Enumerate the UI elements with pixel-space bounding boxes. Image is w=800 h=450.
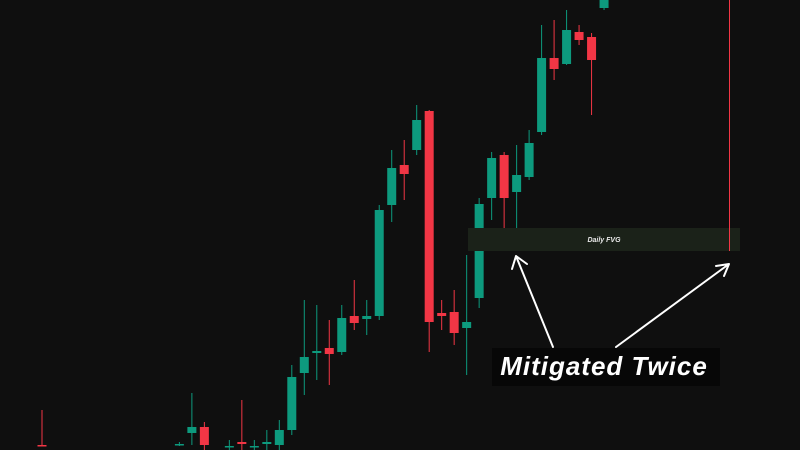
- candle-body: [399, 165, 409, 174]
- candle-body: [287, 377, 297, 430]
- candle-body: [487, 158, 497, 198]
- candle-body: [424, 111, 434, 322]
- candle-body: [562, 30, 572, 64]
- candle-body: [387, 168, 397, 205]
- candle-body: [349, 316, 359, 323]
- candle-body: [324, 348, 334, 354]
- candle-body: [362, 316, 372, 319]
- fvg-label: Daily FVG: [587, 237, 621, 244]
- candle-body: [587, 37, 597, 60]
- note-label: Mitigated Twice: [500, 351, 708, 381]
- fvg-zone: [468, 228, 740, 251]
- candle-body: [299, 357, 309, 373]
- candle-body: [374, 210, 384, 316]
- candle-body: [274, 430, 284, 445]
- candle-body: [437, 313, 447, 316]
- candle-body: [224, 446, 234, 448]
- candle-body: [337, 318, 347, 352]
- candles: [37, 0, 609, 450]
- arrows: [511, 255, 730, 348]
- candle-body: [524, 143, 534, 177]
- note-box: [492, 348, 720, 386]
- candle-body: [599, 0, 609, 8]
- candle-body: [237, 442, 247, 444]
- candle-body: [574, 32, 584, 40]
- candle-body: [187, 427, 197, 433]
- candle-body: [537, 58, 547, 132]
- candle-body: [549, 58, 559, 69]
- candle-body: [174, 444, 184, 446]
- candle-body: [199, 427, 209, 445]
- candle-body: [499, 155, 509, 198]
- arrow: [615, 263, 730, 348]
- candle-body: [512, 175, 522, 192]
- candle-body: [412, 120, 422, 150]
- arrow: [511, 255, 554, 348]
- candle-body: [37, 445, 47, 447]
- candle-body: [262, 442, 272, 444]
- candle-body: [462, 322, 472, 328]
- candle-body: [449, 312, 459, 333]
- candle-body: [249, 446, 259, 448]
- candle-body: [312, 351, 322, 353]
